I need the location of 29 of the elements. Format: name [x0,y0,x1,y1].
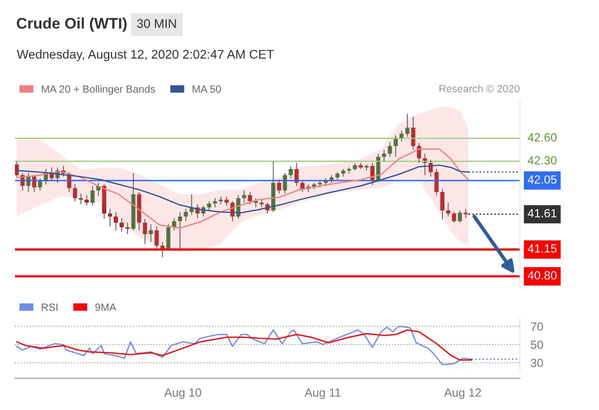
x-tick-label: Aug 10 [164,388,202,400]
candlestick [184,208,188,222]
ref-line-label: 42.30 [528,156,557,165]
legend-label: RSI [42,304,58,311]
legend-label: MA 50 [192,85,221,93]
y-tick-label: 30 [530,358,544,368]
ref-line-label: 42.60 [528,133,557,142]
legend-label: 9MA [95,304,116,311]
chart-subtitle: 30 MIN [137,19,176,28]
candlestick [166,224,170,251]
ref-line-label: 42.05 [528,175,557,184]
candlestick [446,202,450,217]
candlestick [120,218,124,232]
candlestick [464,208,468,218]
candlestick [102,184,106,220]
x-tick-label: Aug 12 [444,388,481,400]
ref-line-label: 41.15 [528,244,557,253]
text: Research © 2020 [440,84,520,92]
y-tick-label: 70 [530,322,544,331]
ref-line-label: 40.80 [528,271,557,280]
legend-label: MA 20 + Bollinger Bands [42,85,156,95]
chart-title: Crude Oil (WTI) [16,17,127,32]
ref-line-label: 41.61 [528,209,556,218]
x-tick-label: Aug 11 [304,388,341,400]
y-tick-label: 50 [530,340,544,349]
text: Wednesday, August 12, 2020 2:02:47 AM CET [16,50,274,62]
candlestick [260,199,264,208]
candlestick [288,166,293,179]
candlestick [84,194,89,206]
